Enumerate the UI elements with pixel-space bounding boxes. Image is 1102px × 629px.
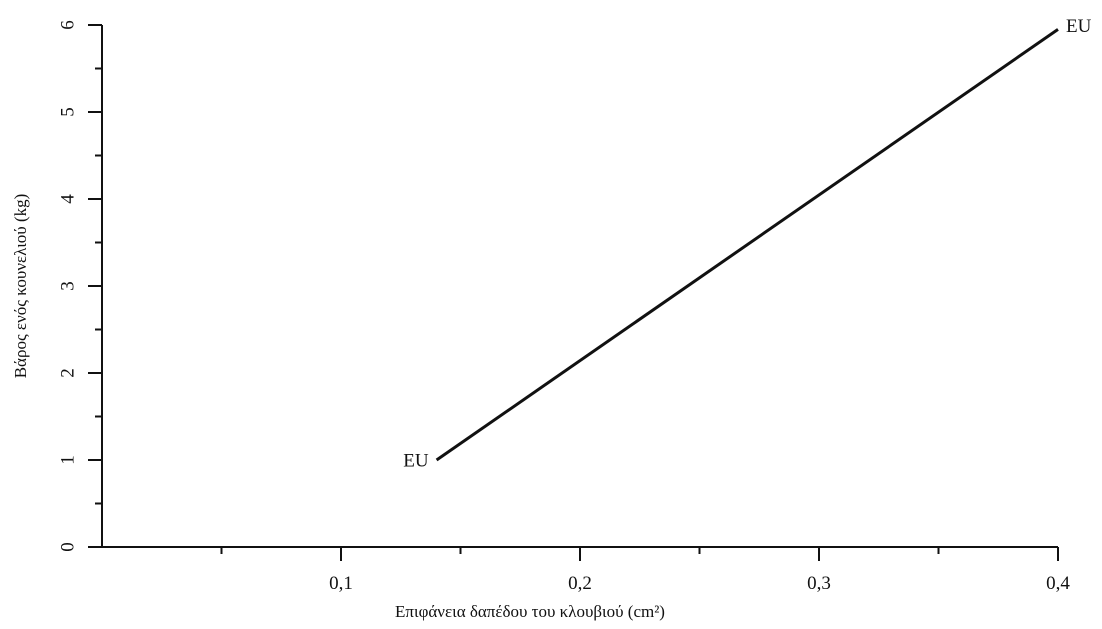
y-tick-label: 5: [58, 107, 79, 117]
y-tick-label: 3: [58, 281, 79, 291]
axes: [101, 25, 1058, 548]
y-tick-label: 6: [58, 20, 79, 30]
series-end-label: EU: [1066, 16, 1092, 37]
x-tick-label: 0,4: [1046, 573, 1070, 594]
x-axis-title: Επιφάνεια δαπέδου του κλουβιού (cm²): [395, 602, 665, 621]
y-tick-label: 4: [58, 194, 79, 204]
series-group: EU EU: [403, 16, 1091, 472]
x-tick-label: 0,2: [568, 573, 592, 594]
series-start-label: EU: [403, 451, 429, 472]
y-ticks: 0 1 2 3 4 5 6: [58, 20, 102, 552]
x-ticks: 0,1 0,2 0,3 0,4: [220, 547, 1070, 594]
series-line: [435, 28, 1059, 462]
y-tick-label: 0: [58, 542, 79, 552]
y-axis-title: Βάρος ενός κουνελιού (kg): [11, 194, 30, 379]
x-tick-label: 0,1: [329, 573, 353, 594]
x-tick-label: 0,3: [807, 573, 831, 594]
y-tick-label: 1: [58, 455, 79, 465]
y-tick-label: 2: [58, 368, 79, 378]
